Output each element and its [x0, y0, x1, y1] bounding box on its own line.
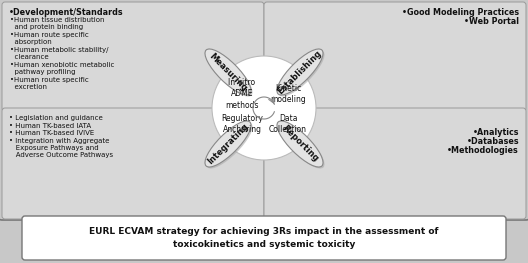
FancyBboxPatch shape	[2, 2, 264, 111]
Ellipse shape	[277, 121, 323, 167]
FancyBboxPatch shape	[2, 108, 264, 219]
Text: In vitro
ADME
methods: In vitro ADME methods	[225, 78, 259, 110]
Text: •Databases: •Databases	[466, 137, 519, 146]
FancyBboxPatch shape	[22, 216, 506, 260]
Ellipse shape	[277, 49, 323, 95]
Ellipse shape	[278, 50, 325, 97]
Ellipse shape	[205, 121, 251, 167]
Text: EURL ECVAM strategy for achieving 3Rs impact in the assessment of
toxicokinetics: EURL ECVAM strategy for achieving 3Rs im…	[89, 227, 439, 249]
Text: Establishing: Establishing	[276, 48, 324, 96]
Text: •Analytics: •Analytics	[473, 128, 519, 137]
Ellipse shape	[278, 123, 325, 169]
Text: Kinetic
modeling: Kinetic modeling	[270, 84, 306, 104]
Circle shape	[212, 56, 316, 160]
Ellipse shape	[206, 123, 252, 169]
Ellipse shape	[205, 49, 251, 95]
Text: • Human TK-based IATA: • Human TK-based IATA	[9, 123, 91, 129]
FancyBboxPatch shape	[264, 2, 526, 111]
Text: •Human xenobiotic metabolic
  pathway profiling: •Human xenobiotic metabolic pathway prof…	[10, 62, 115, 75]
Text: •Web Portal: •Web Portal	[464, 17, 519, 26]
Text: •Good Modeling Practices: •Good Modeling Practices	[402, 8, 519, 17]
Text: •Human route specific
  excretion: •Human route specific excretion	[10, 77, 89, 90]
Text: Data
Collection: Data Collection	[269, 114, 307, 134]
Text: •Development/Standards: •Development/Standards	[9, 8, 124, 17]
Text: Reporting: Reporting	[280, 124, 320, 164]
Text: Measuring: Measuring	[207, 51, 249, 93]
Text: Integrating: Integrating	[206, 122, 250, 166]
Ellipse shape	[206, 50, 252, 97]
Text: Regulatory
Anchoring: Regulatory Anchoring	[221, 114, 263, 134]
Text: •Human tissue distribution
  and protein binding: •Human tissue distribution and protein b…	[10, 17, 105, 30]
Text: • Legislation and guidance: • Legislation and guidance	[9, 115, 103, 121]
Text: •Human metabolic stability/
  clearance: •Human metabolic stability/ clearance	[10, 47, 108, 60]
Text: •Methodologies: •Methodologies	[447, 146, 519, 155]
Text: • Integration with Aggregate
   Exposure Pathways and
   Adverse Outcome Pathway: • Integration with Aggregate Exposure Pa…	[9, 138, 113, 158]
FancyBboxPatch shape	[264, 108, 526, 219]
Text: • Human TK-based IVIVE: • Human TK-based IVIVE	[9, 130, 95, 136]
FancyBboxPatch shape	[0, 0, 528, 220]
Text: •Human route specific
  absorption: •Human route specific absorption	[10, 32, 89, 45]
